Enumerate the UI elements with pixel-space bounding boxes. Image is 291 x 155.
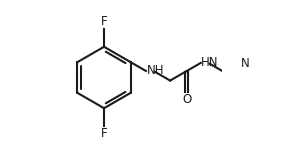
Text: F: F — [101, 127, 107, 140]
Text: F: F — [101, 15, 107, 28]
Text: N: N — [241, 57, 250, 70]
Text: HN: HN — [201, 56, 219, 69]
Text: O: O — [182, 93, 191, 106]
Text: NH: NH — [146, 64, 164, 77]
